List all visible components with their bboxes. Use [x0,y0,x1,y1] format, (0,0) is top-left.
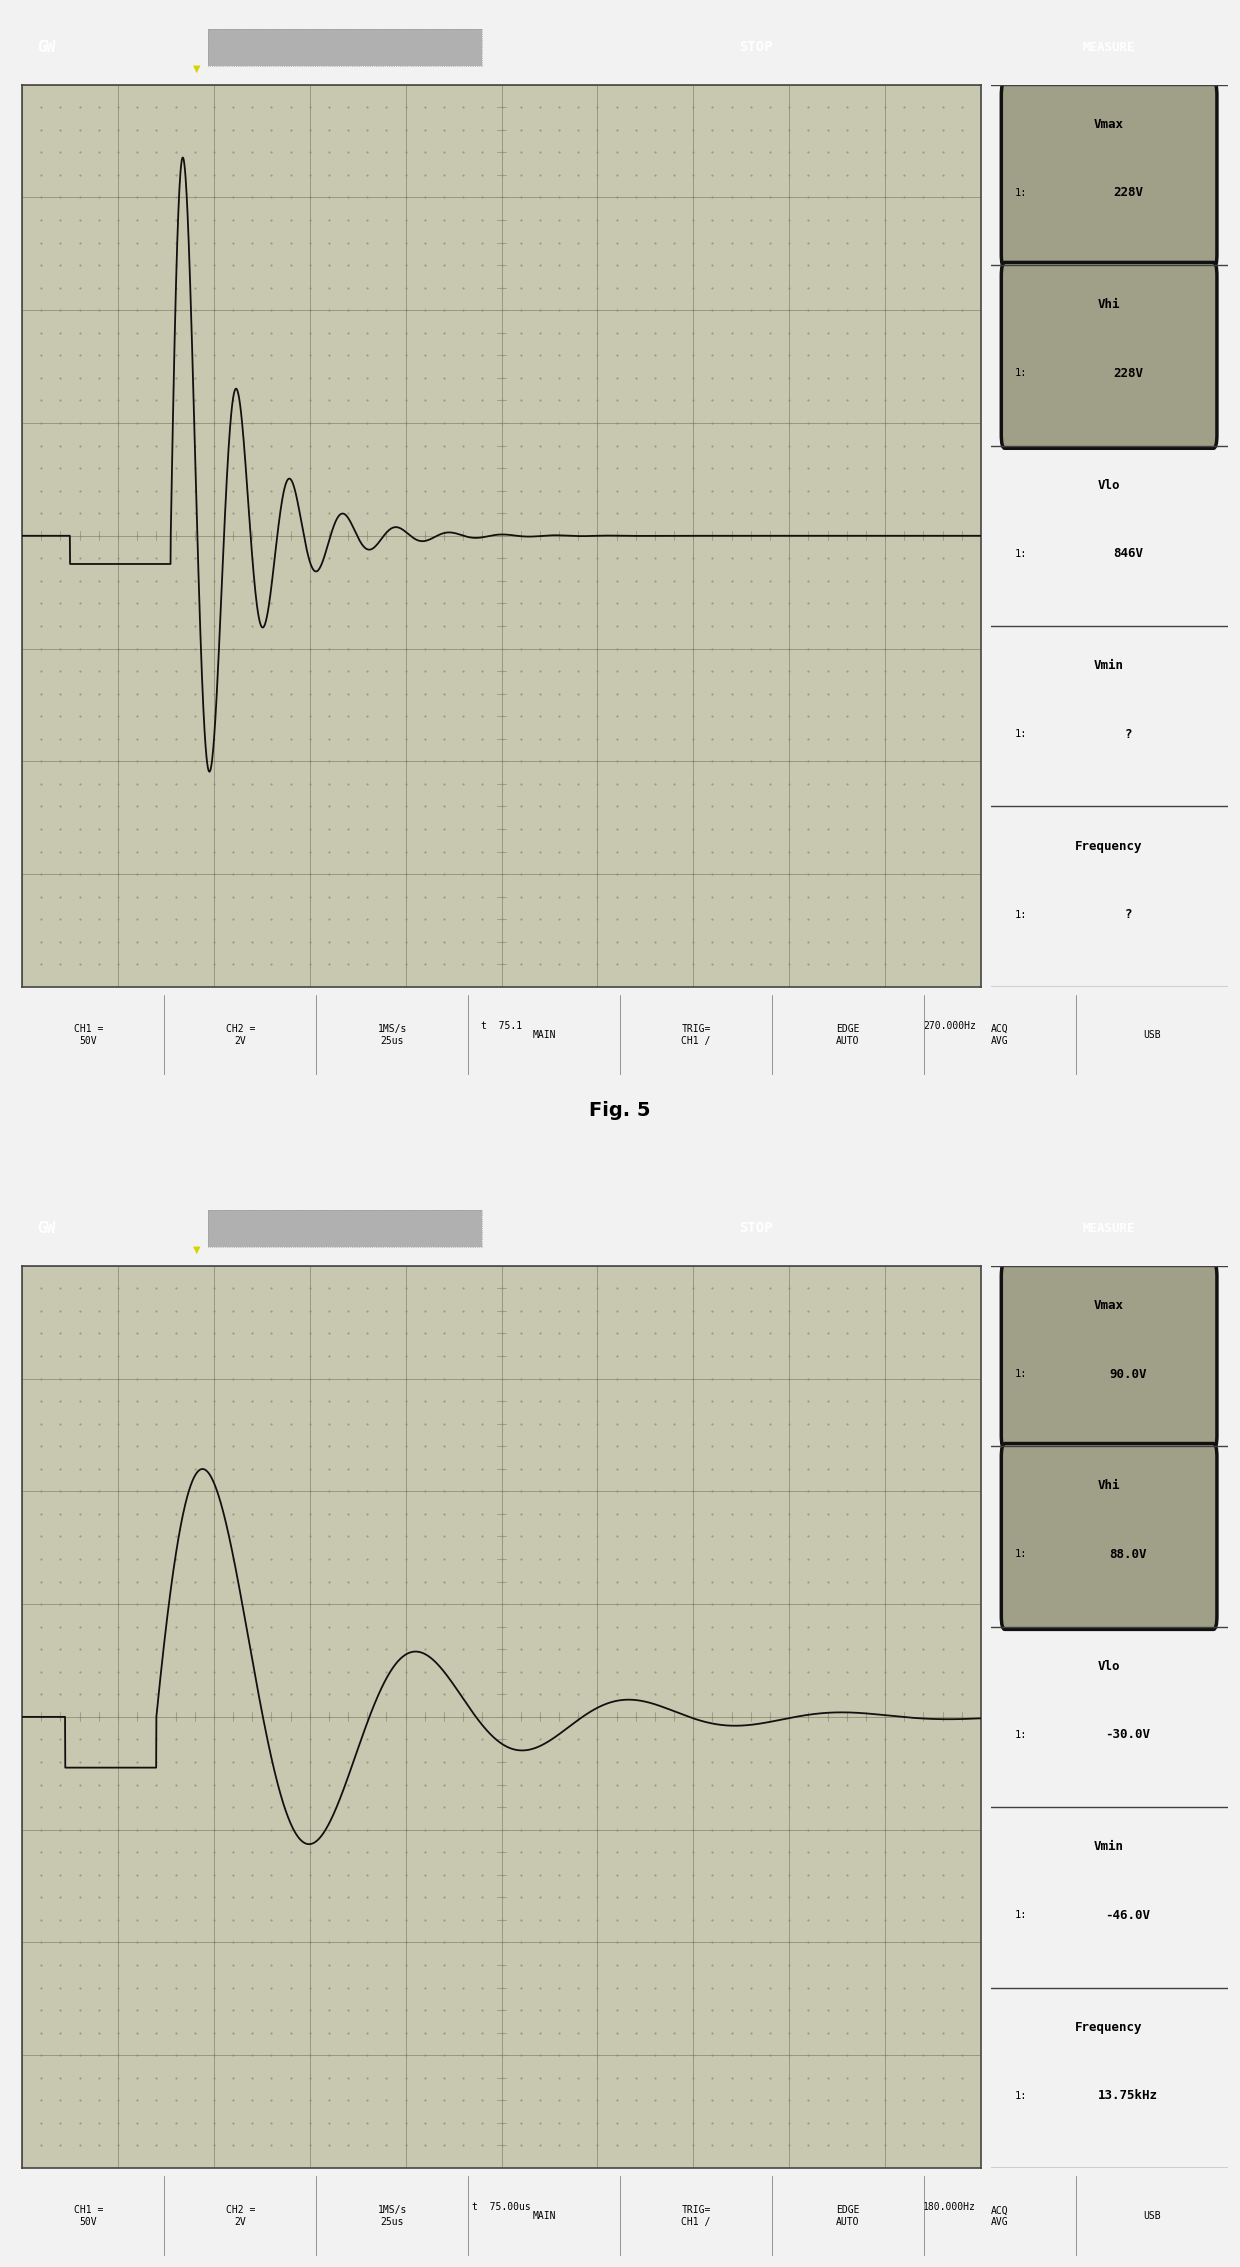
Text: USB: USB [1143,2210,1161,2222]
Text: USB: USB [1143,1029,1161,1041]
Text: 228V: 228V [1114,367,1143,381]
Text: 846V: 846V [1114,546,1143,560]
Text: 1:: 1: [1014,2090,1027,2102]
Text: 1:: 1: [1014,909,1027,920]
Bar [208,29,482,66]
Text: STOP: STOP [739,41,773,54]
Text: 1:: 1: [1014,1551,1027,1560]
Text: Vmax: Vmax [1094,118,1125,131]
Text: Vmin: Vmin [1094,1841,1125,1854]
Text: 1:: 1: [1014,1911,1027,1920]
Text: 1MS/s
25us: 1MS/s 25us [377,1025,407,1045]
Text: 1:: 1: [1014,370,1027,379]
Text: STOP: STOP [739,1222,773,1236]
Text: CH1 =
50V: CH1 = 50V [73,1025,103,1045]
Text: MAIN: MAIN [532,1029,556,1041]
Text: GW: GW [37,41,55,54]
Text: CH2 =
2V: CH2 = 2V [226,1025,255,1045]
Text: ▼: ▼ [193,63,201,73]
Text: ACQ
AVG: ACQ AVG [991,2206,1008,2226]
Text: ?: ? [1125,728,1132,741]
Text: 180.000Hz: 180.000Hz [924,2201,976,2213]
Text: 1:: 1: [1014,1369,1027,1378]
Text: 1:: 1: [1014,549,1027,560]
Text: 1MS/s
25us: 1MS/s 25us [377,2206,407,2226]
Text: 228V: 228V [1114,186,1143,199]
Text: Vhi: Vhi [1097,1480,1121,1492]
Text: Vmax: Vmax [1094,1299,1125,1313]
Text: -30.0V: -30.0V [1106,1727,1151,1741]
Text: Frequency: Frequency [1075,2020,1143,2033]
Text: MEASURE: MEASURE [1083,41,1136,54]
FancyBboxPatch shape [1001,1444,1216,1630]
Text: Vmin: Vmin [1094,660,1125,673]
Text: 90.0V: 90.0V [1110,1367,1147,1381]
Text: t  75.00us: t 75.00us [472,2201,531,2213]
Text: 88.0V: 88.0V [1110,1548,1147,1562]
Text: ?: ? [1125,909,1132,920]
Text: CH1 =
50V: CH1 = 50V [73,2206,103,2226]
Text: EDGE
AUTO: EDGE AUTO [836,2206,859,2226]
Text: MEASURE: MEASURE [1083,1222,1136,1236]
Bar [208,1211,482,1247]
Text: GW: GW [37,1222,55,1236]
Text: TRIG=
CH1 /: TRIG= CH1 / [681,1025,711,1045]
Text: 13.75kHz: 13.75kHz [1099,2090,1158,2102]
Text: TRIG=
CH1 /: TRIG= CH1 / [681,2206,711,2226]
Text: t  75.1: t 75.1 [481,1020,522,1031]
FancyBboxPatch shape [1001,263,1216,449]
Text: -46.0V: -46.0V [1106,1909,1151,1922]
Text: Frequency: Frequency [1075,839,1143,852]
Text: Vlo: Vlo [1097,1659,1121,1673]
FancyBboxPatch shape [1001,1263,1216,1449]
Bar [208,29,482,66]
Text: 1:: 1: [1014,188,1027,197]
Text: CH2 =
2V: CH2 = 2V [226,2206,255,2226]
Text: Vhi: Vhi [1097,299,1121,311]
Text: Vlo: Vlo [1097,478,1121,492]
Text: ACQ
AVG: ACQ AVG [991,1025,1008,1045]
Text: 1:: 1: [1014,1730,1027,1741]
FancyBboxPatch shape [1001,82,1216,268]
Text: Fig. 5: Fig. 5 [589,1102,651,1120]
Text: MAIN: MAIN [532,2210,556,2222]
Text: 270.000Hz: 270.000Hz [924,1020,976,1031]
Text: 1:: 1: [1014,730,1027,739]
Text: ▼: ▼ [193,1245,201,1254]
Bar [208,1211,482,1247]
Text: EDGE
AUTO: EDGE AUTO [836,1025,859,1045]
